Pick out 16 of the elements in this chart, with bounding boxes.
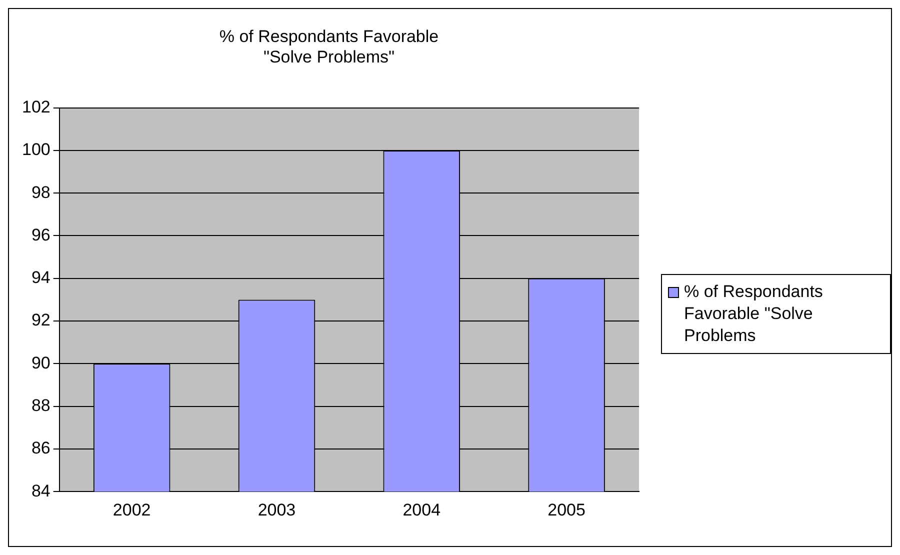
y-tick-label: 88 [31, 396, 50, 415]
y-tick-label: 84 [31, 481, 50, 500]
x-tick-label: 2003 [258, 500, 296, 520]
y-tick-label: 90 [31, 353, 50, 372]
y-tick-label: 86 [31, 438, 50, 458]
y-tick-label: 102 [22, 97, 50, 116]
y-tick-label: 92 [31, 310, 50, 330]
x-tick-label: 2002 [112, 500, 151, 520]
y-tick-label: 94 [31, 268, 50, 288]
x-tick-label: 2005 [548, 500, 586, 520]
y-tick-label: 98 [31, 182, 50, 202]
x-tick-label: 2004 [402, 500, 441, 520]
y-tick-label: 96 [31, 225, 50, 244]
legend-label: % of Respondants Favorable "Solve Problems [684, 281, 824, 347]
chart-title: % of Respondants Favorable "Solve Problems" [219, 26, 439, 66]
y-tick-label: 100 [22, 140, 50, 160]
